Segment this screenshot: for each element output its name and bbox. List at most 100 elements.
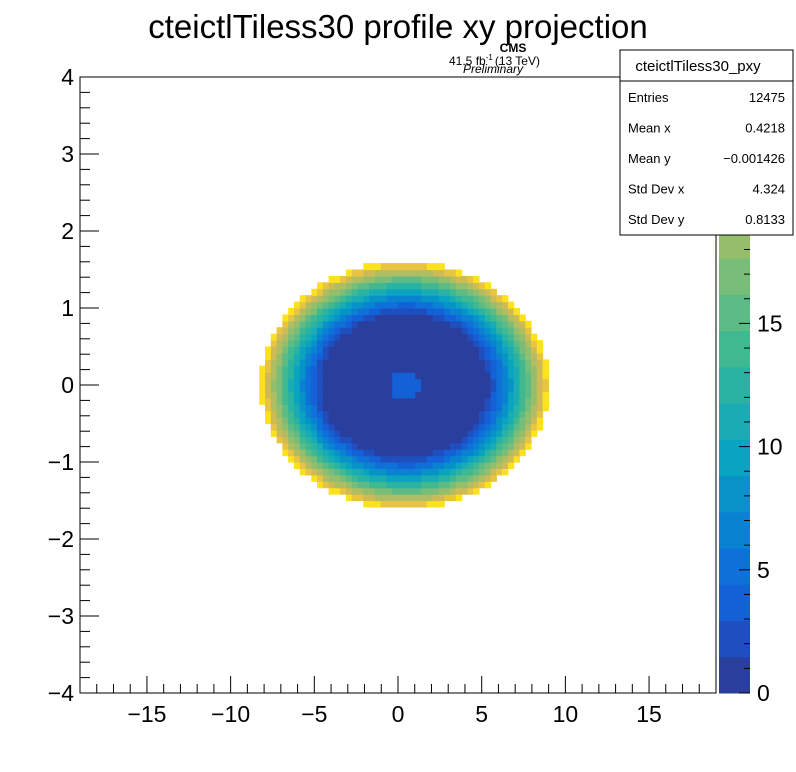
heatmap-cell [340, 455, 347, 463]
heatmap-cell [432, 404, 440, 412]
heatmap-cell [392, 269, 399, 277]
heatmap-cell [369, 455, 376, 463]
heatmap-cell [467, 462, 474, 470]
heatmap-cell [398, 308, 405, 316]
heatmap-cell [357, 417, 364, 425]
heatmap-cell [374, 494, 382, 502]
heatmap-cell [444, 462, 451, 470]
heatmap-cell [444, 404, 451, 412]
heatmap-cell [293, 340, 301, 348]
heatmap-cell [259, 365, 266, 373]
heatmap-cell [345, 436, 353, 444]
heatmap-cell [444, 340, 451, 348]
heatmap-cell [409, 263, 416, 271]
heatmap-cell [369, 327, 376, 335]
heatmap-cell [455, 423, 463, 431]
cms-header: CMS 41.5 fb-1 (13 TeV) Preliminary [449, 41, 540, 76]
heatmap-cell [490, 333, 497, 341]
heatmap-cell [386, 346, 393, 354]
heatmap-cell [311, 365, 318, 373]
heatmap-cell [317, 333, 324, 341]
heatmap-cell [386, 391, 393, 399]
heatmap-cell [536, 378, 544, 386]
heatmap-cell [380, 327, 388, 335]
heatmap-cell [386, 333, 393, 341]
heatmap-cell [351, 397, 359, 405]
heatmap-cell [398, 481, 405, 489]
heatmap-cell [502, 429, 509, 437]
heatmap-cell [317, 391, 324, 399]
heatmap-cell [490, 429, 497, 437]
heatmap-cell [478, 404, 486, 412]
heatmap-cell [426, 410, 434, 418]
heatmap-cell [415, 269, 422, 277]
heatmap-cell [374, 320, 382, 328]
heatmap-cell [502, 391, 509, 399]
heatmap-cell [282, 436, 289, 444]
heatmap-cell [450, 346, 457, 354]
heatmap-cell [282, 378, 289, 386]
heatmap-cell [403, 397, 411, 405]
heatmap-cell [363, 352, 370, 360]
heatmap-cell [421, 372, 428, 380]
heatmap-cell [455, 359, 463, 367]
heatmap-cell [525, 340, 532, 348]
heatmap-cell [357, 301, 364, 309]
heatmap-cell [276, 436, 283, 444]
heatmap-cell [438, 404, 445, 412]
heatmap-cell [374, 308, 382, 316]
heatmap-cell [484, 327, 492, 335]
heatmap-cell [345, 346, 353, 354]
heatmap-cell [461, 295, 468, 303]
heatmap-cell [409, 429, 416, 437]
heatmap-cell [467, 410, 474, 418]
heatmap-cell [438, 295, 445, 303]
color-scale-swatch [719, 548, 750, 585]
heatmap-cell [299, 314, 307, 322]
heatmap-cell [438, 500, 445, 508]
heatmap-cell [530, 417, 538, 425]
heatmap-cell [502, 423, 509, 431]
heatmap-cell [328, 301, 335, 309]
heatmap-cell [328, 346, 335, 354]
heatmap-cell [496, 320, 503, 328]
heatmap-cell [421, 359, 428, 367]
heatmap-cell [507, 410, 515, 418]
heatmap-cell [288, 359, 295, 367]
heatmap-cell [461, 474, 468, 482]
heatmap-cell [415, 455, 422, 463]
heatmap-cell [519, 340, 526, 348]
heatmap-cell [461, 487, 468, 495]
heatmap-cell [293, 449, 301, 457]
heatmap-cell [317, 429, 324, 437]
heatmap-cell [369, 340, 376, 348]
heatmap-cell [490, 417, 497, 425]
heatmap-cell [455, 282, 463, 290]
heatmap-cell [421, 352, 428, 360]
heatmap-cell [351, 404, 359, 412]
heatmap-cell [392, 301, 399, 309]
heatmap-cell [334, 436, 341, 444]
heatmap-cell [288, 385, 295, 393]
heatmap-cell [299, 436, 307, 444]
heatmap-cell [490, 346, 497, 354]
heatmap-cell [438, 346, 445, 354]
heatmap-cell [305, 378, 312, 386]
heatmap-cell [525, 436, 532, 444]
heatmap-cell [363, 429, 370, 437]
heatmap-cell [438, 378, 445, 386]
heatmap-cell [415, 449, 422, 457]
heatmap-cell [345, 474, 353, 482]
heatmap-cell [374, 429, 382, 437]
heatmap-cell [415, 462, 422, 470]
heatmap-cell [432, 436, 440, 444]
heatmap-cell [276, 372, 283, 380]
heatmap-cell [363, 301, 370, 309]
heatmap-cell [299, 455, 307, 463]
heatmap-cell [536, 372, 544, 380]
heatmap-cell [461, 378, 468, 386]
heatmap-cell [409, 352, 416, 360]
heatmap-cell [450, 436, 457, 444]
heatmap-cell [473, 359, 480, 367]
heatmap-cell [502, 468, 509, 476]
